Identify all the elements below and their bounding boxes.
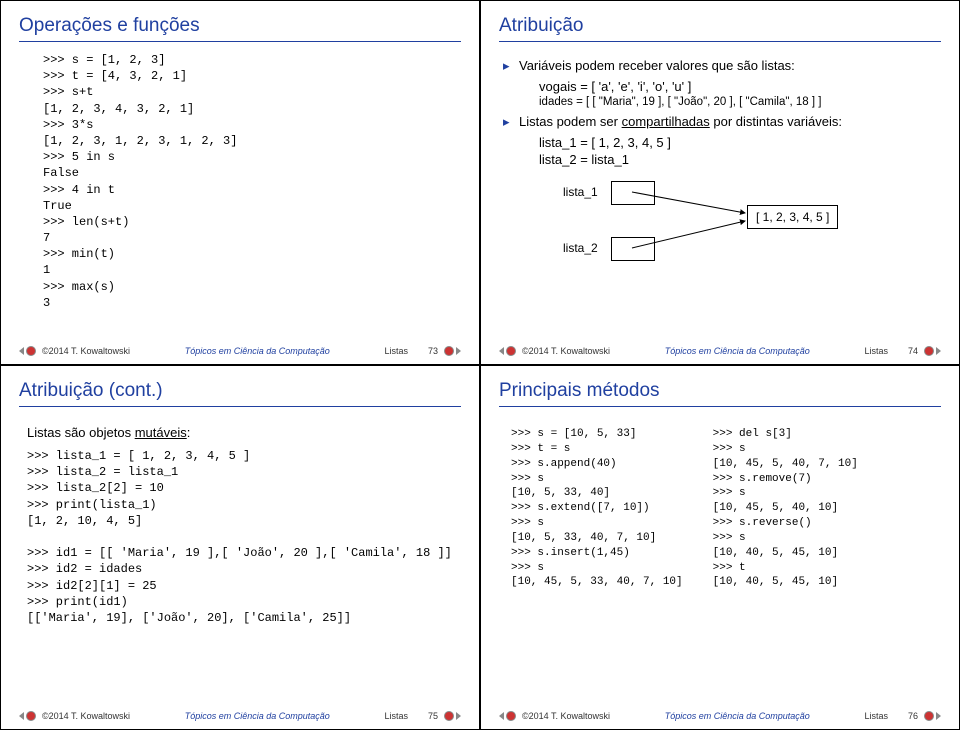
footer-author: ©2014 T. Kowaltowski <box>522 346 610 356</box>
text-underline: compartilhadas <box>622 114 710 129</box>
code-line: idades = [ [ "Maria", 19 ], [ "João", 20… <box>539 96 941 108</box>
footer-page: 76 <box>908 711 918 721</box>
slide-title: Principais métodos <box>499 380 941 407</box>
slide-attribution-cont: Atribuição (cont.) Listas são objetos mu… <box>0 365 480 730</box>
slide-title: Operações e funções <box>19 15 461 42</box>
text: Listas são objetos <box>27 425 135 440</box>
slide-methods: Principais métodos >>> s = [10, 5, 33] >… <box>480 365 960 730</box>
footer-topic: Listas <box>384 346 408 356</box>
text-underline: mutáveis <box>135 425 187 440</box>
footer-author: ©2014 T. Kowaltowski <box>42 346 130 356</box>
slide-content: >>> s = [1, 2, 3] >>> t = [4, 3, 2, 1] >… <box>19 52 461 340</box>
slide-content: Listas são objetos mutáveis: >>> lista_1… <box>19 417 461 705</box>
bullet-item: Listas podem ser compartilhadas por dist… <box>519 114 941 129</box>
footer-page: 74 <box>908 346 918 356</box>
nav-dot-icon[interactable] <box>26 346 36 356</box>
nav-dot-icon[interactable] <box>924 346 934 356</box>
nav-next-icon[interactable] <box>936 712 941 720</box>
footer-page: 73 <box>428 346 438 356</box>
nav-next-icon[interactable] <box>456 712 461 720</box>
arrows-svg <box>559 181 859 281</box>
footer-center: Tópicos em Ciência da Computação <box>130 346 384 356</box>
nav-dot-icon[interactable] <box>924 711 934 721</box>
nav-dot-icon[interactable] <box>26 711 36 721</box>
code-line: lista_1 = [ 1, 2, 3, 4, 5 ] <box>539 135 941 150</box>
footer-author: ©2014 T. Kowaltowski <box>42 711 130 721</box>
nav-next-icon[interactable] <box>936 347 941 355</box>
footer-author: ©2014 T. Kowaltowski <box>522 711 610 721</box>
footer-topic: Listas <box>864 711 888 721</box>
code-line: vogais = [ 'a', 'e', 'i', 'o', 'u' ] <box>539 79 941 94</box>
slide-title: Atribuição <box>499 15 941 42</box>
nav-prev-icon[interactable] <box>499 347 504 355</box>
code-block: >>> s = [1, 2, 3] >>> t = [4, 3, 2, 1] >… <box>43 52 461 311</box>
slide-footer: ©2014 T. Kowaltowski Tópicos em Ciência … <box>19 711 461 721</box>
slide-operations: Operações e funções >>> s = [1, 2, 3] >>… <box>0 0 480 365</box>
nav-dot-icon[interactable] <box>444 346 454 356</box>
footer-center: Tópicos em Ciência da Computação <box>610 711 864 721</box>
code-block: >>> lista_1 = [ 1, 2, 3, 4, 5 ] >>> list… <box>27 448 461 626</box>
footer-page: 75 <box>428 711 438 721</box>
pointer-diagram: lista_1 lista_2 [ 1, 2, 3, 4, 5 ] <box>559 181 941 281</box>
code-block-right: >>> del s[3] >>> s [10, 45, 5, 40, 7, 10… <box>713 427 858 590</box>
slide-title: Atribuição (cont.) <box>19 380 461 407</box>
nav-next-icon[interactable] <box>456 347 461 355</box>
nav-dot-icon[interactable] <box>444 711 454 721</box>
bullet-item: Variáveis podem receber valores que são … <box>519 58 941 73</box>
footer-center: Tópicos em Ciência da Computação <box>610 346 864 356</box>
nav-prev-icon[interactable] <box>19 347 24 355</box>
text: : <box>187 425 191 440</box>
slide-footer: ©2014 T. Kowaltowski Tópicos em Ciência … <box>19 346 461 356</box>
nav-dot-icon[interactable] <box>506 711 516 721</box>
nav-dot-icon[interactable] <box>506 346 516 356</box>
slide-content: Variáveis podem receber valores que são … <box>499 52 941 340</box>
intro-text: Listas são objetos mutáveis: <box>27 425 461 440</box>
code-line: lista_2 = lista_1 <box>539 152 941 167</box>
slide-content: >>> s = [10, 5, 33] >>> t = s >>> s.appe… <box>499 417 941 705</box>
footer-topic: Listas <box>384 711 408 721</box>
code-block-left: >>> s = [10, 5, 33] >>> t = s >>> s.appe… <box>511 427 683 590</box>
slide-footer: ©2014 T. Kowaltowski Tópicos em Ciência … <box>499 711 941 721</box>
footer-center: Tópicos em Ciência da Computação <box>130 711 384 721</box>
slide-footer: ©2014 T. Kowaltowski Tópicos em Ciência … <box>499 346 941 356</box>
nav-prev-icon[interactable] <box>19 712 24 720</box>
footer-topic: Listas <box>864 346 888 356</box>
nav-prev-icon[interactable] <box>499 712 504 720</box>
text: por distintas variáveis: <box>710 114 842 129</box>
slide-attribution: Atribuição Variáveis podem receber valor… <box>480 0 960 365</box>
text: Listas podem ser <box>519 114 622 129</box>
